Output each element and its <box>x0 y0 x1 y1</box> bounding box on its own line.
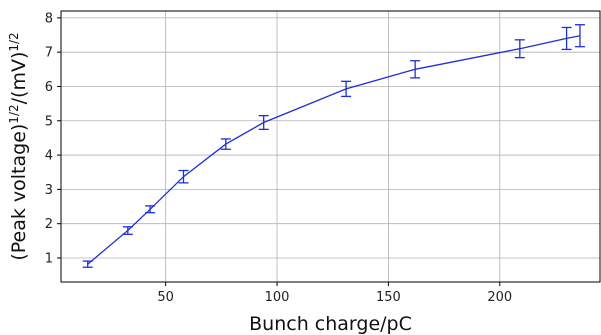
error-bar <box>178 169 189 184</box>
x-tick-label: 200 <box>487 290 512 305</box>
ticks: 50 100 150 200 1 2 3 4 5 6 7 8 <box>45 11 512 305</box>
y-axis-label-sup-1: 1/2 <box>7 104 21 123</box>
y-tick-label: 1 <box>45 251 53 266</box>
error-bar <box>145 205 156 214</box>
y-tick-label: 6 <box>45 80 53 95</box>
error-bar <box>220 138 231 150</box>
error-bar <box>514 39 525 59</box>
y-tick-label: 5 <box>45 114 53 129</box>
plot-frame <box>60 10 601 283</box>
y-axis-label-mid: /(mV) <box>8 52 30 105</box>
error-bar <box>258 114 269 130</box>
data-line <box>87 35 581 265</box>
x-tick-label: 100 <box>265 290 290 305</box>
y-axis-label-sup-2: 1/2 <box>7 32 21 51</box>
error-bar <box>561 26 572 51</box>
error-bar <box>122 226 133 235</box>
grid <box>61 11 600 282</box>
y-tick-label: 3 <box>45 183 53 198</box>
y-tick-label: 4 <box>45 149 53 164</box>
x-tick-label: 150 <box>376 290 401 305</box>
error-bar <box>341 80 352 98</box>
series-line <box>82 24 585 268</box>
x-axis-label: Bunch charge/pC <box>249 313 412 335</box>
error-bar <box>410 60 421 79</box>
y-axis-label-prefix: (Peak voltage) <box>8 124 30 261</box>
y-tick-label: 8 <box>45 11 53 26</box>
y-tick-label: 7 <box>45 46 53 61</box>
x-tick-label: 50 <box>157 290 174 305</box>
y-axis-label: (Peak voltage)1/2/(mV)1/2 <box>7 32 30 260</box>
error-bar <box>574 24 585 48</box>
y-tick-label: 2 <box>45 217 53 232</box>
error-bar <box>82 260 93 268</box>
